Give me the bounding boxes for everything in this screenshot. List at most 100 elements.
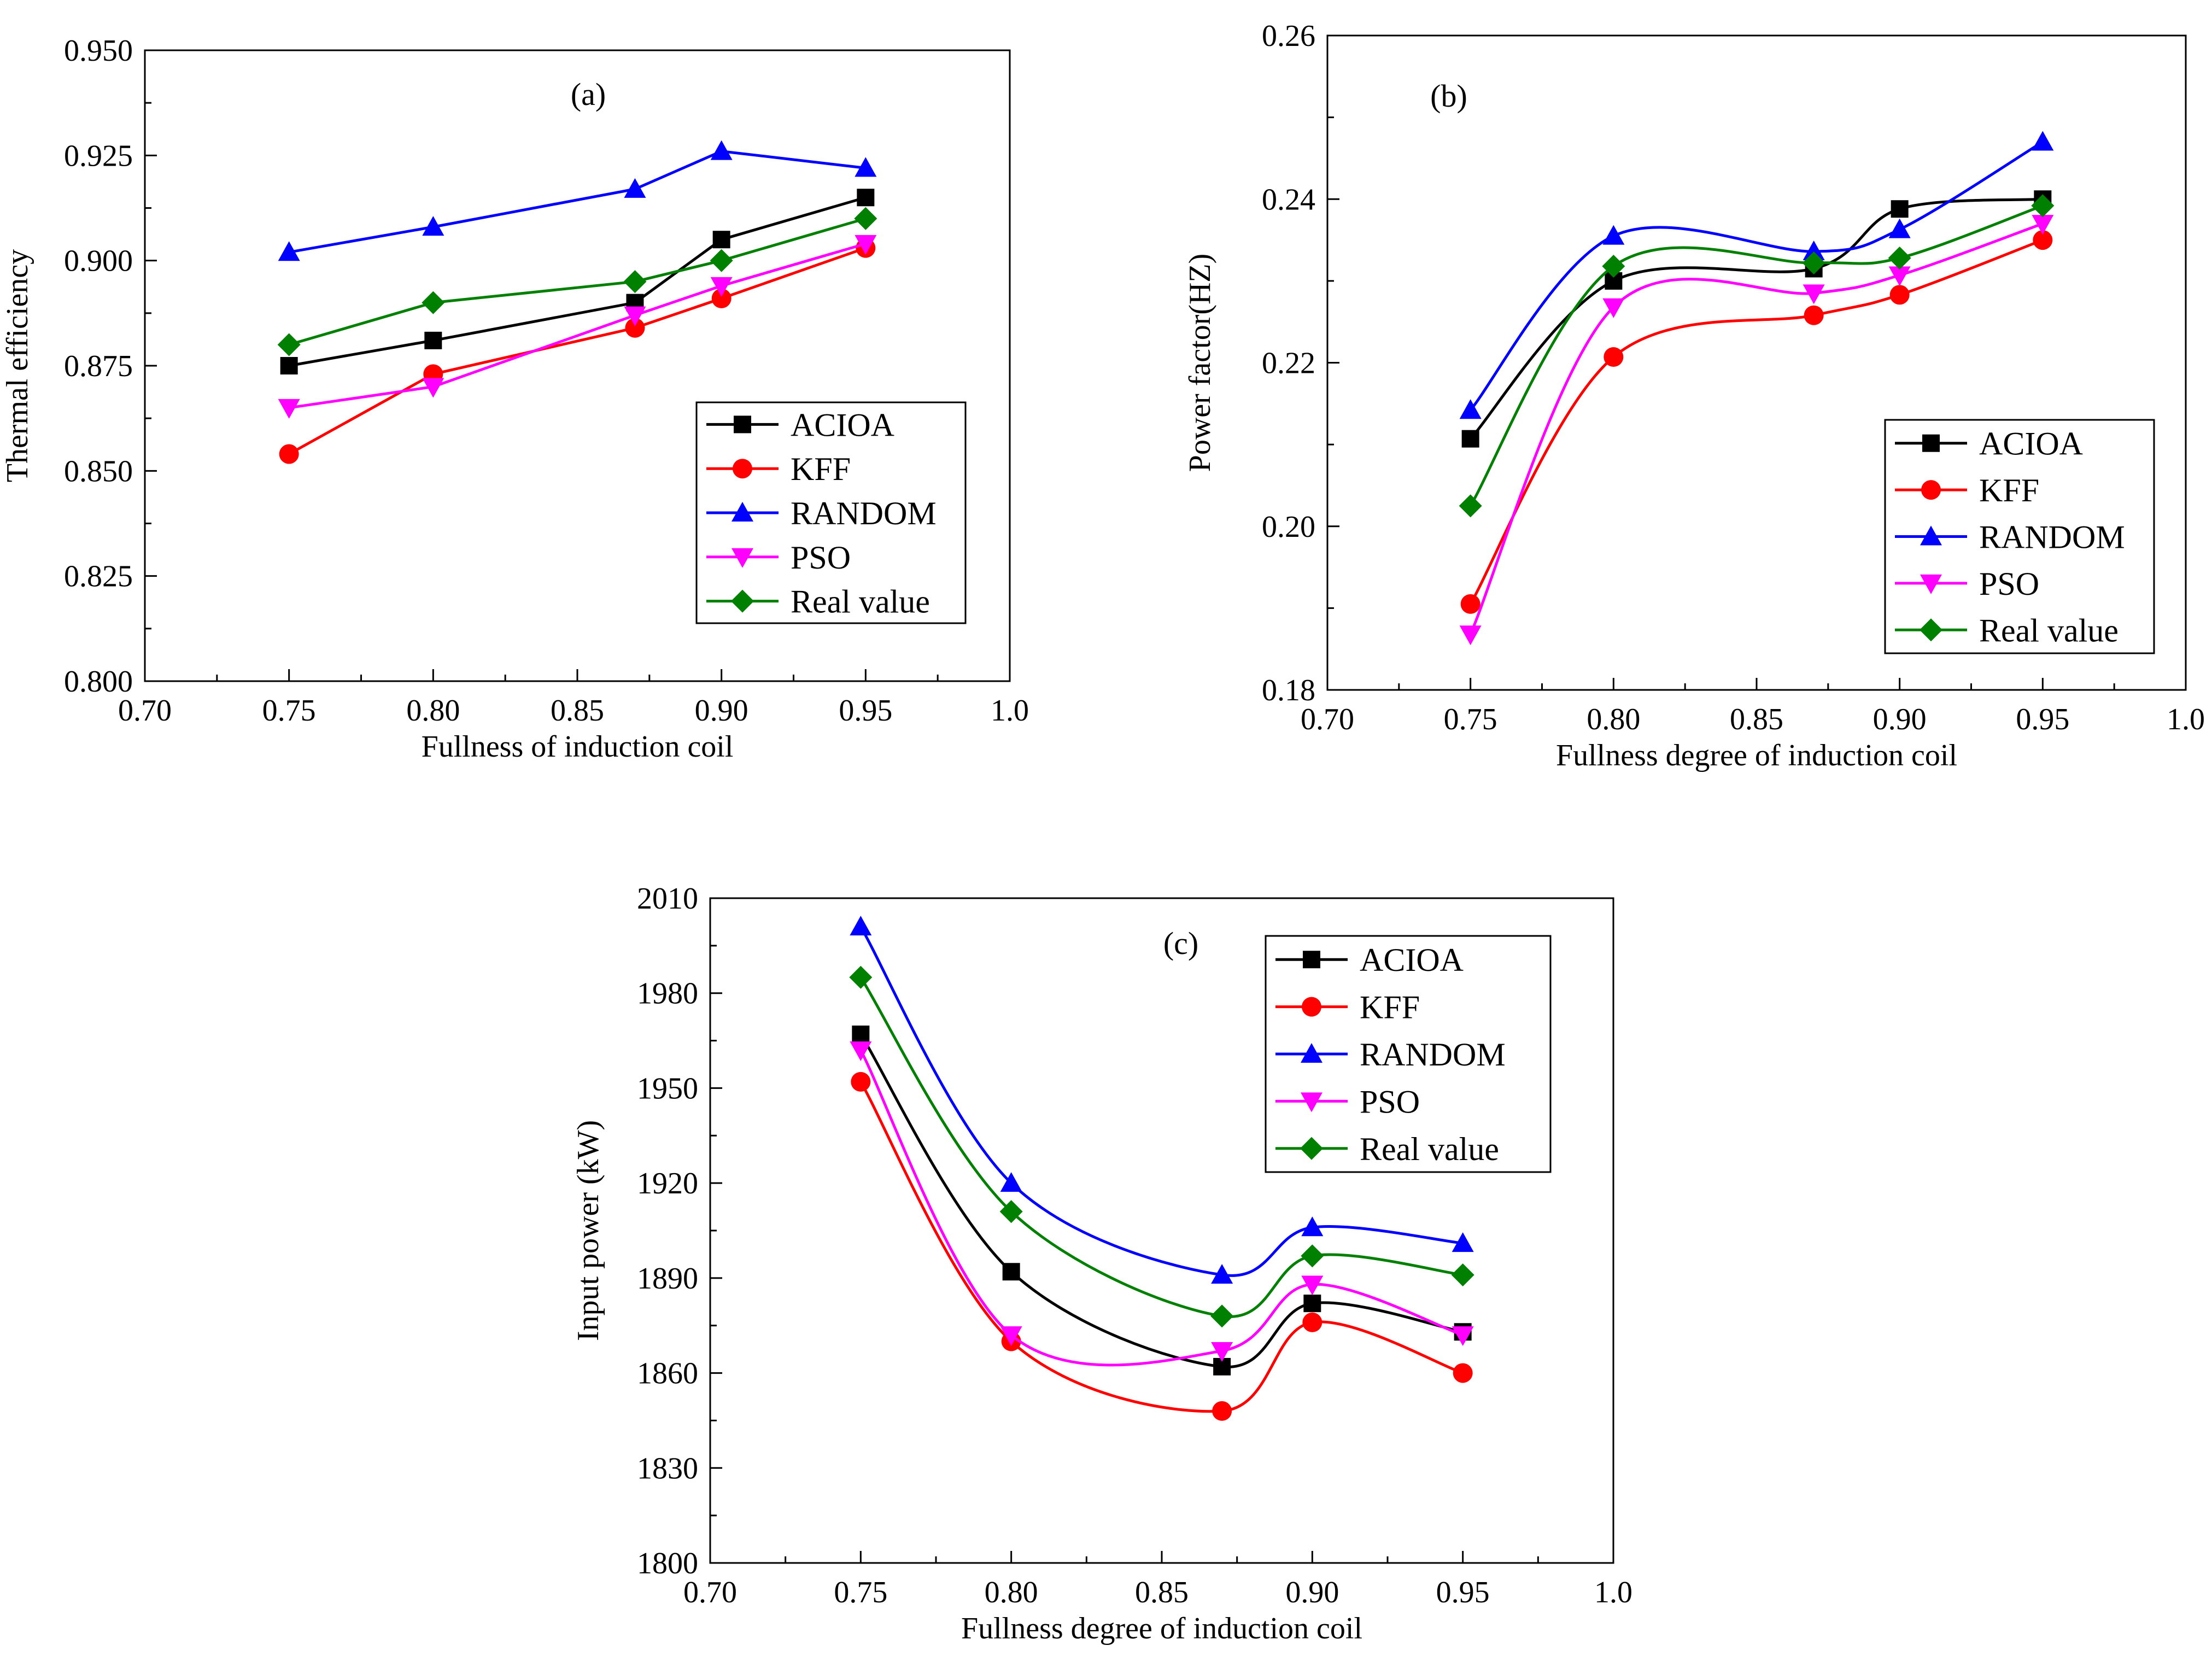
legend-label: ACIOA <box>1360 942 1464 978</box>
legend-marker <box>732 548 753 568</box>
x-tick-label: 0.95 <box>2016 702 2069 736</box>
data-point-real-value <box>2031 194 2055 218</box>
data-point-pso <box>278 399 300 419</box>
x-tick-label: 0.85 <box>1135 1576 1189 1609</box>
legend-item-real-value: Real value <box>1275 1131 1499 1167</box>
y-tick-label: 1800 <box>637 1547 698 1580</box>
x-tick-label: 0.90 <box>1285 1576 1339 1609</box>
y-tick-label: 0.24 <box>1262 183 1315 216</box>
y-tick-label: 0.18 <box>1262 674 1315 707</box>
series-real-value <box>277 207 877 356</box>
legend: ACIOA KFF RANDOM PSO Real value <box>695 401 967 624</box>
data-point-kff <box>1302 1312 1322 1332</box>
series-kff <box>851 1071 1473 1421</box>
data-point-random <box>1888 218 1911 238</box>
series-random <box>278 140 877 261</box>
data-point-kff <box>1804 305 1824 325</box>
series-line-pso <box>859 1049 1464 1367</box>
data-point-random <box>1452 1232 1474 1252</box>
y-axis-label: Thermal efficiency <box>1 249 34 483</box>
legend-marker <box>733 459 752 479</box>
legend-label: Real value <box>1360 1131 1499 1167</box>
data-point-acioa <box>852 1025 870 1043</box>
legend-item-random: RANDOM <box>1275 1036 1506 1073</box>
y-tick-label: 0.850 <box>64 454 133 488</box>
series-real-value <box>1459 194 2055 518</box>
y-tick-label: 1860 <box>637 1357 698 1391</box>
y-tick-label: 0.22 <box>1262 347 1315 380</box>
data-point-acioa <box>1891 200 1909 218</box>
x-tick-label: 0.75 <box>262 694 316 728</box>
legend-label: RANDOM <box>1979 519 2125 555</box>
legend-marker <box>1920 525 1942 546</box>
series-random <box>850 916 1474 1284</box>
data-point-acioa <box>280 357 298 374</box>
x-tick-label: 1.0 <box>2167 702 2205 736</box>
legend-label: ACIOA <box>1979 426 2083 462</box>
y-tick-label: 1950 <box>637 1071 698 1105</box>
x-tick-label: 1.0 <box>991 694 1029 728</box>
data-point-acioa <box>857 189 875 207</box>
series-line-kff <box>1469 238 2044 605</box>
data-point-real-value <box>623 270 647 294</box>
legend-marker <box>1922 434 1940 452</box>
legend-marker <box>1920 618 1942 642</box>
data-point-random <box>2032 131 2054 151</box>
legend-label: PSO <box>1360 1084 1420 1120</box>
data-point-real-value <box>1602 254 1625 278</box>
data-point-acioa <box>424 331 442 349</box>
data-point-kff <box>625 318 645 338</box>
data-point-kff <box>1460 594 1480 614</box>
panel-label: (c) <box>1163 926 1198 961</box>
data-point-acioa <box>712 231 730 249</box>
data-point-real-value <box>999 1200 1023 1223</box>
y-tick-label: 0.825 <box>64 560 133 594</box>
chart-c: 0.70 0.75 0.80 0.85 0.90 0.95 1.0 1800 1830 1860 1… <box>571 882 1632 1645</box>
y-tick-label: 0.950 <box>64 34 133 68</box>
data-point-random <box>1211 1264 1233 1284</box>
y-tick-label: 0.800 <box>64 665 133 699</box>
data-point-real-value <box>1210 1304 1234 1328</box>
data-point-pso <box>1211 1342 1233 1362</box>
x-tick-label: 0.95 <box>1436 1576 1490 1609</box>
data-point-random <box>710 140 733 160</box>
legend-item-acioa: ACIOA <box>1275 942 1464 978</box>
series-kff <box>1460 230 2053 614</box>
x-tick-label: 0.95 <box>839 694 892 728</box>
series-pso <box>278 235 877 419</box>
legend-label: Real value <box>1979 612 2119 648</box>
series-line-pso <box>289 242 867 409</box>
y-axis-label: Power factor(HZ) <box>1183 254 1217 472</box>
x-tick-label: 0.70 <box>118 694 172 728</box>
y-tick-label: 1830 <box>637 1451 698 1485</box>
data-point-real-value <box>854 207 877 230</box>
series-line-real-value <box>859 976 1463 1318</box>
series-line-random <box>859 926 1463 1277</box>
x-tick-label: 0.85 <box>551 694 604 728</box>
legend-marker <box>734 415 751 434</box>
data-point-pso <box>855 235 877 255</box>
data-point-random <box>1803 241 1825 261</box>
x-tick-label: 0.75 <box>834 1576 887 1609</box>
legend-item-kff: KFF <box>706 451 851 487</box>
data-point-random <box>855 157 877 177</box>
y-axis-label: Input power (kW) <box>571 1120 605 1341</box>
series-real-value <box>849 965 1474 1328</box>
series-pso <box>1459 215 2054 646</box>
legend-item-pso: PSO <box>706 540 851 576</box>
legend-item-real-value: Real value <box>706 584 930 620</box>
legend-label: KFF <box>791 451 851 487</box>
data-point-acioa <box>1461 430 1479 448</box>
chart-b: 0.70 0.75 0.80 0.85 0.90 0.95 1.0 0.18 0.20 0.22 0… <box>1183 19 2205 772</box>
legend-label: KFF <box>1979 472 2039 508</box>
legend-label: PSO <box>1979 566 2039 602</box>
y-tick-label: 0.925 <box>64 139 133 173</box>
x-tick-label: 0.90 <box>1873 702 1927 736</box>
legend-marker <box>732 502 753 522</box>
legend-label: RANDOM <box>1360 1036 1506 1073</box>
x-tick-label: 0.85 <box>1730 702 1783 736</box>
data-point-pso <box>1888 266 1911 286</box>
legend-marker <box>1920 574 1942 594</box>
legend-label: Real value <box>791 584 930 620</box>
legend-item-random: RANDOM <box>706 495 937 531</box>
